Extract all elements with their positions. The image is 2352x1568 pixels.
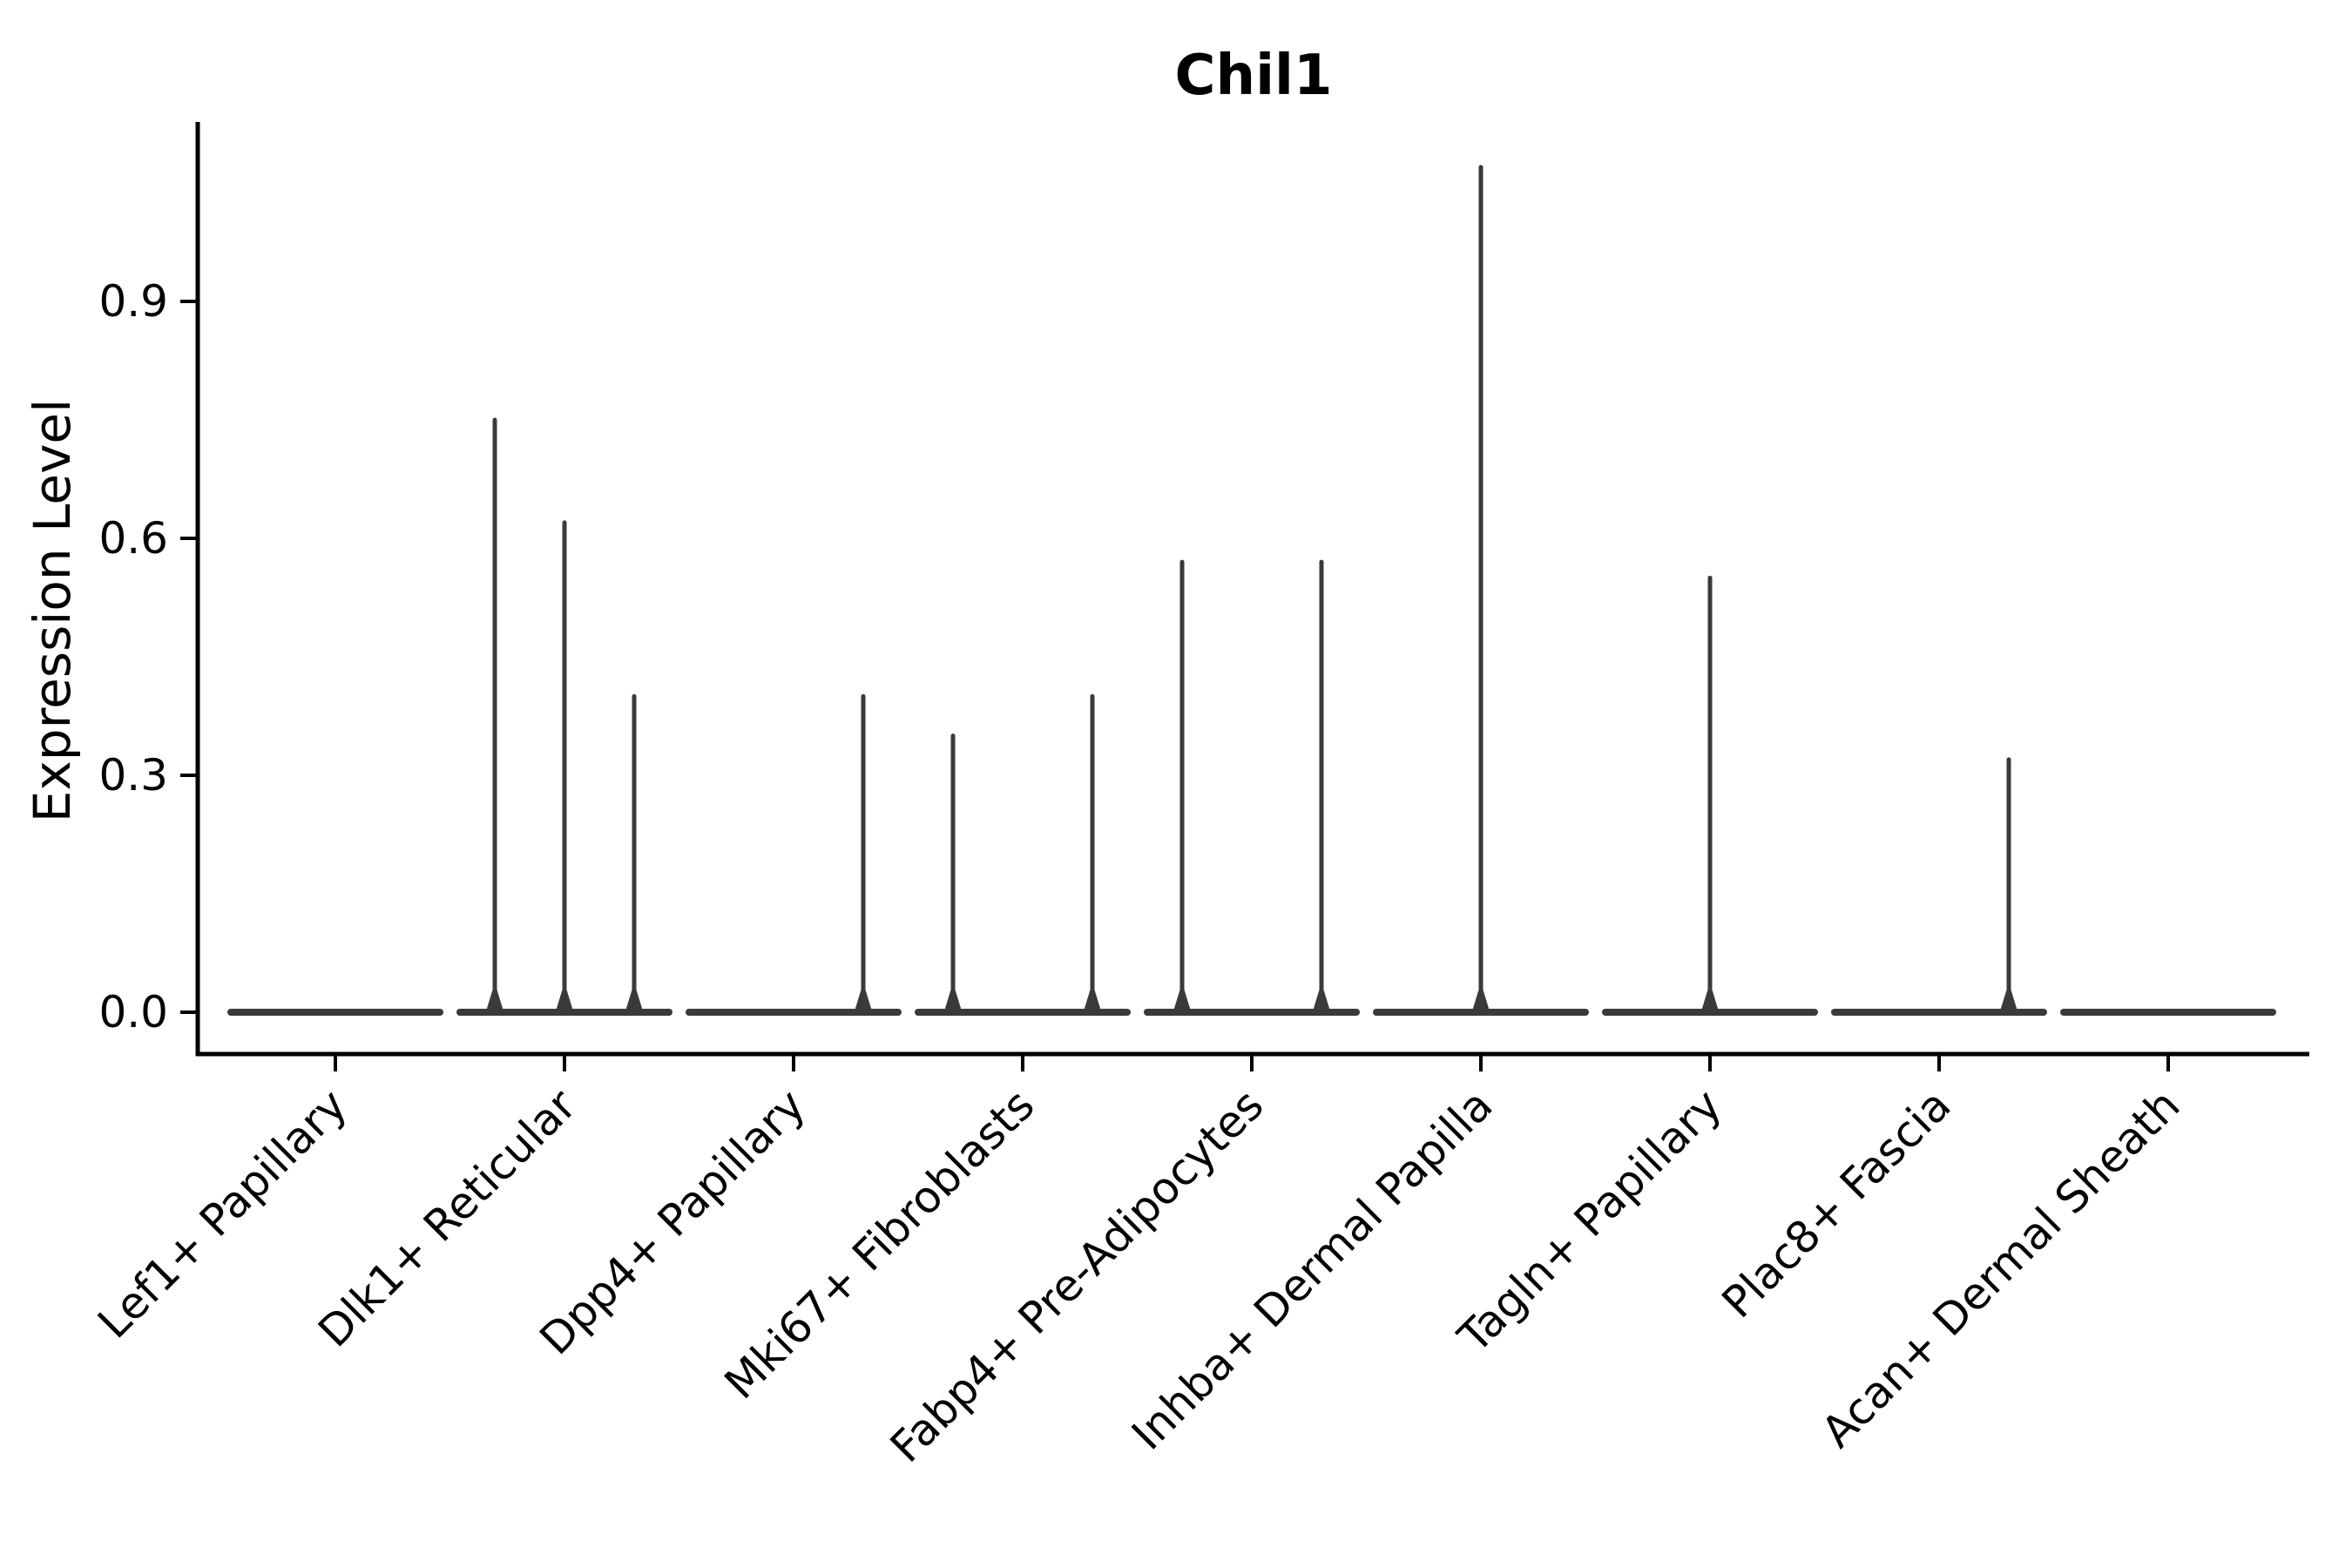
x-tick-label: Fabp4+ Pre-Adipocytes bbox=[881, 1079, 1274, 1472]
chart-title: Chil1 bbox=[1175, 44, 1333, 108]
y-axis-label: Expression Level bbox=[23, 399, 82, 822]
y-tick-label: 0.0 bbox=[98, 987, 168, 1037]
y-tick-label: 0.6 bbox=[98, 513, 168, 564]
x-tick-label: Plac8+ Fascia bbox=[1713, 1079, 1961, 1328]
y-tick-label: 0.3 bbox=[98, 750, 168, 801]
x-tick-label: Lef1+ Papillary bbox=[88, 1079, 356, 1348]
y-tick-label: 0.9 bbox=[98, 276, 168, 327]
